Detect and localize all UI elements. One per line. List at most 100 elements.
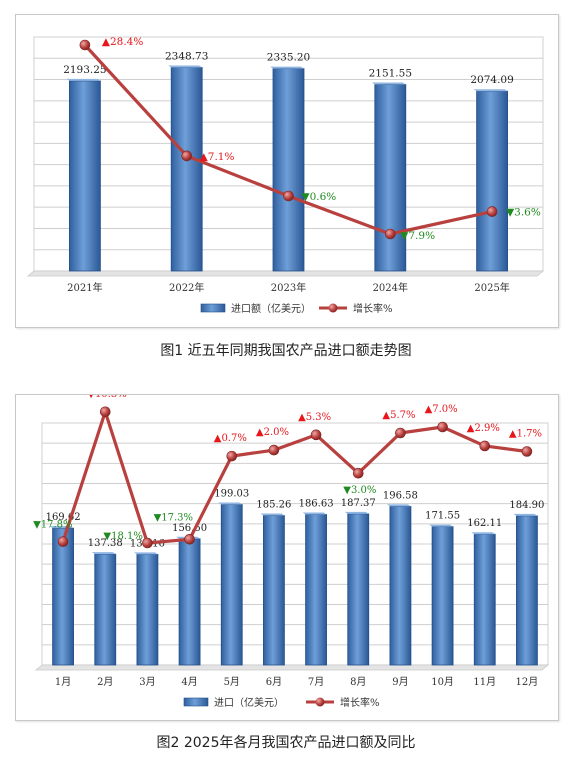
bar-value-label: 196.58: [383, 490, 418, 501]
x-tick-label: 1月: [55, 676, 71, 688]
chart-1: 2193.25 2348.73 2335.20 2151.55 2074.09 ▲28.4…: [26, 36, 545, 315]
x-tick-label: 11月: [473, 676, 496, 688]
x-tick-label: 12月: [516, 676, 539, 688]
x-tick-label: 6月: [266, 676, 282, 688]
growth-point: [181, 150, 192, 162]
x-tick-label: 9月: [392, 676, 408, 688]
legend-line-label: 增长率%: [340, 696, 380, 709]
plot-floor: [34, 664, 550, 671]
x-tick-label: 7月: [308, 676, 324, 688]
bar: [136, 553, 159, 666]
bar-top: [344, 511, 369, 514]
growth-label: ▼3.6%: [506, 207, 541, 219]
bar-value-label: 199.03: [214, 488, 249, 499]
bar-top: [513, 513, 538, 516]
bar-top: [473, 89, 508, 92]
bar-value-label: 156.50: [172, 523, 207, 534]
bar: [272, 68, 305, 272]
x-tick-label: 10月: [431, 676, 454, 688]
legend-bar-label: 进口（亿美元）: [214, 696, 284, 709]
growth-label: ▲5.7%: [382, 410, 415, 421]
x-tick-label: 2024年: [373, 281, 408, 294]
bar: [389, 506, 412, 666]
bar-value-label: 162.11: [467, 518, 502, 529]
bar: [476, 90, 509, 272]
x-tick-label: 2023年: [271, 281, 306, 294]
growth-point: [486, 206, 498, 217]
bar-value-label: 2193.25: [63, 64, 106, 76]
growth-label: ▼7.9%: [400, 230, 435, 242]
growth-point: [283, 190, 294, 202]
growth-label: ▼3.0%: [343, 485, 376, 496]
growth-label: ▼10.3%: [87, 395, 126, 400]
bar-value-label: 137.38: [88, 538, 123, 549]
legend-line-marker: [328, 303, 338, 313]
growth-point: [310, 429, 322, 441]
bar-top: [66, 78, 101, 81]
bar: [170, 67, 203, 272]
x-tick-label: 3月: [139, 676, 155, 688]
growth-label: ▲1.7%: [509, 428, 542, 439]
chart-2: 169.62137.38137.16156.50199.03185.26186.…: [33, 395, 550, 709]
chart-1-caption: 图1 近五年同期我国农产品进口额走势图: [160, 343, 412, 359]
bar-top: [260, 513, 285, 516]
growth-label: ▲28.4%: [102, 36, 143, 48]
bar-value-label: 187.37: [341, 498, 376, 509]
bar: [263, 515, 285, 666]
growth-point: [479, 440, 491, 452]
legend-line-marker: [315, 697, 325, 707]
growth-point: [79, 39, 91, 51]
legend-line-label: 增长率%: [353, 302, 393, 315]
growth-point: [226, 450, 238, 462]
legend-bar-swatch: [200, 303, 226, 313]
growth-label: ▲7.1%: [200, 151, 235, 163]
growth-line: [61, 410, 528, 545]
chart-1-panel: 2193.25 2348.73 2335.20 2151.55 2074.09 ▲28.4…: [15, 14, 559, 328]
growth-label: ▲2.9%: [467, 423, 500, 434]
bar-value-label: 186.63: [299, 498, 334, 509]
bar-top: [429, 524, 454, 527]
bar: [178, 538, 201, 666]
bar-value-label: 169.62: [46, 512, 81, 523]
bar-top: [218, 502, 243, 505]
x-tick-label: 2022年: [169, 281, 204, 294]
bar: [473, 533, 496, 666]
bar: [347, 513, 370, 666]
growth-label: ▼17.8%: [33, 520, 72, 531]
bar-value-label: 2074.09: [470, 74, 513, 86]
x-tick-label: 2月: [97, 676, 113, 688]
growth-label: ▼0.6%: [302, 191, 337, 203]
bar-value-label: 2348.73: [165, 50, 208, 62]
growth-label: ▲0.7%: [214, 433, 247, 444]
x-tick-label: 4月: [181, 676, 197, 688]
growth-point: [57, 536, 69, 547]
bar-value-label: 171.55: [425, 511, 460, 522]
bar: [374, 84, 407, 272]
legend-bar-label: 进口额（亿美元）: [231, 302, 311, 315]
bar-top: [270, 66, 304, 69]
chart-2-caption: 图2 2025年各月我国农产品进口额及同比: [156, 735, 416, 751]
bar-top: [91, 552, 116, 555]
growth-label: ▼18.1%: [103, 531, 142, 542]
growth-point: [99, 406, 111, 418]
bar-value-label: 2335.20: [267, 52, 310, 64]
bar-top: [386, 504, 411, 507]
x-tick-label: 8月: [350, 676, 366, 688]
bar: [94, 553, 117, 666]
bar-top: [371, 82, 406, 85]
growth-point: [395, 427, 406, 439]
bar-top: [302, 512, 327, 515]
legend-bar-swatch: [183, 697, 209, 707]
growth-label: ▲2.0%: [256, 427, 289, 438]
growth-point: [268, 444, 280, 456]
x-tick-label: 2025年: [474, 281, 509, 294]
growth-label: ▲7.0%: [425, 404, 458, 415]
bar: [220, 504, 243, 666]
bar-top: [471, 532, 496, 535]
bar: [305, 514, 327, 666]
growth-point: [437, 421, 448, 433]
bar-top: [133, 552, 158, 555]
bar-value-label: 2151.55: [369, 68, 412, 80]
growth-point: [384, 228, 396, 240]
bar-value-label: 185.26: [256, 500, 291, 511]
